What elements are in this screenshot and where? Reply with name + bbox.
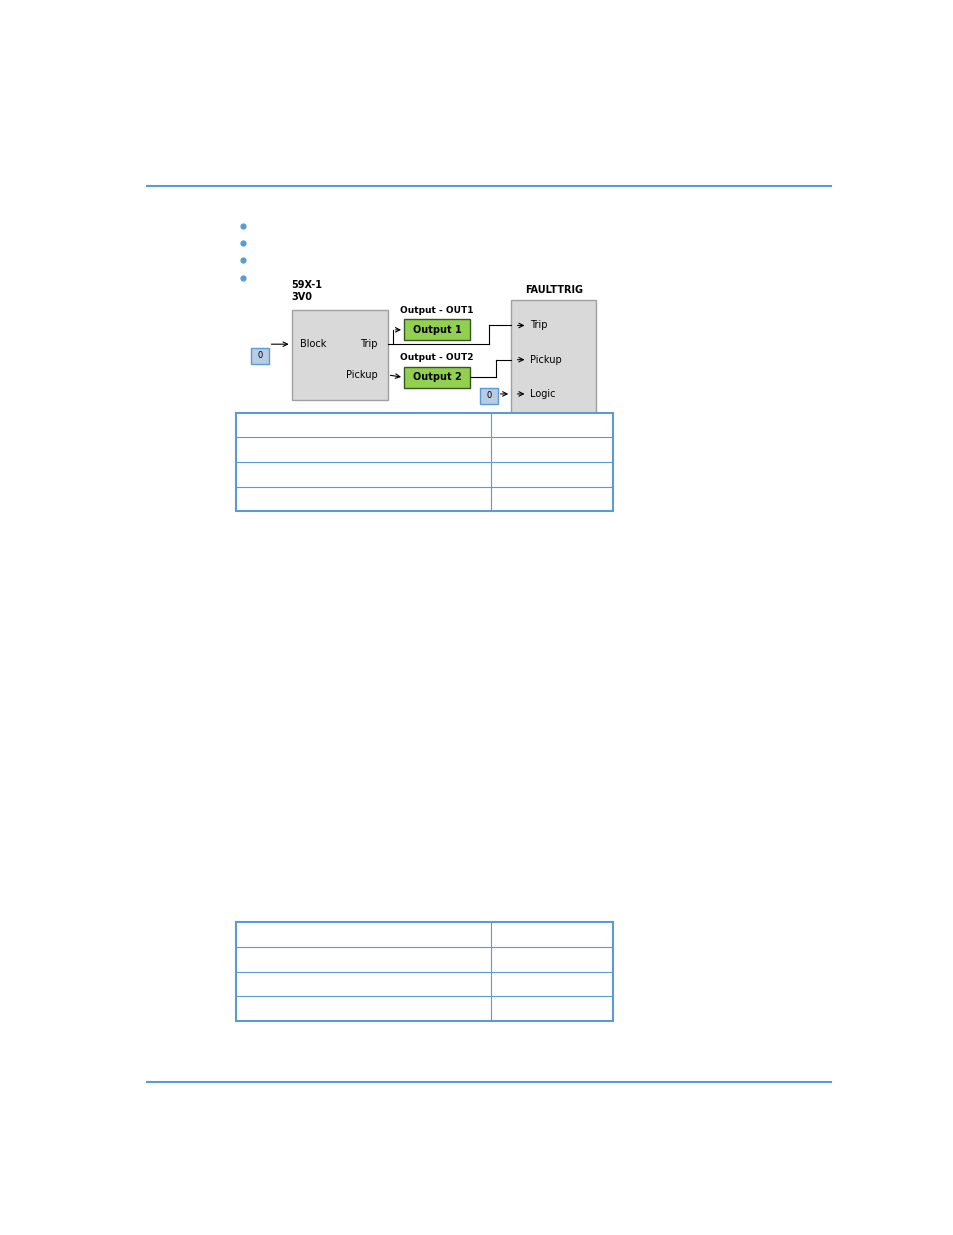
Text: Output 2: Output 2 [413,373,461,383]
Text: Logic: Logic [530,389,556,399]
Text: Pickup: Pickup [530,354,561,364]
Text: Output 1: Output 1 [413,325,461,335]
Bar [235,412,613,511]
Bar [479,388,497,404]
Text: 0: 0 [256,352,262,361]
Text: Trip: Trip [360,340,377,350]
Text: Output - OUT2: Output - OUT2 [400,353,474,362]
Bar [251,348,269,364]
Bar [292,310,387,400]
Text: 59X-1
3V0: 59X-1 3V0 [292,280,322,303]
Text: Pickup: Pickup [346,370,377,380]
Bar [403,320,470,341]
Text: Trip: Trip [530,320,547,331]
Text: Block: Block [300,340,327,350]
Text: FAULTTRIG: FAULTTRIG [524,284,582,295]
Text: Output - OUT1: Output - OUT1 [400,305,474,315]
Bar [235,923,613,1021]
Text: 0: 0 [486,391,491,400]
Bar [403,367,470,388]
Bar [511,300,596,415]
